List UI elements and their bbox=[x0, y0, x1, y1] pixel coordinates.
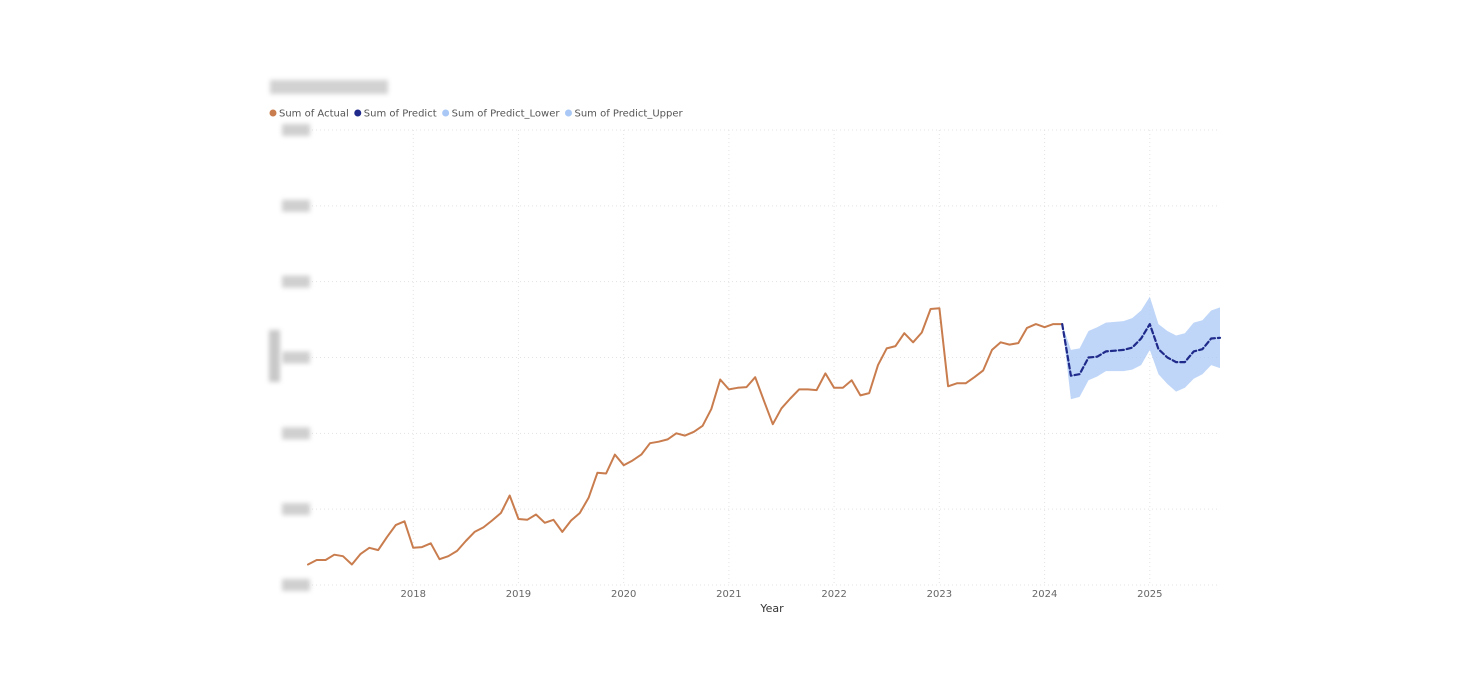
legend-item[interactable]: Sum of Predict_Lower bbox=[442, 109, 560, 120]
series-line-predict bbox=[1061, 323, 1222, 377]
y-tick-label-redacted bbox=[282, 124, 310, 136]
legend-item[interactable]: Sum of Predict_Upper bbox=[564, 109, 684, 120]
series-lines bbox=[307, 307, 1222, 566]
x-axis-title: Year bbox=[759, 602, 784, 615]
y-tick-label-redacted bbox=[282, 579, 310, 591]
legend-item[interactable]: Sum of Actual bbox=[269, 109, 349, 120]
x-tick-label: 2023 bbox=[927, 589, 952, 600]
redacted-y-axis-title bbox=[269, 330, 280, 382]
legend-item[interactable]: Sum of Predict bbox=[354, 109, 437, 120]
x-tick-label: 2019 bbox=[506, 589, 531, 600]
redacted-title bbox=[270, 80, 388, 94]
y-tick-label-redacted bbox=[282, 275, 310, 288]
legend-marker-icon bbox=[564, 109, 572, 117]
legend-marker-icon bbox=[442, 109, 450, 117]
legend-label: Sum of Predict_Upper bbox=[574, 109, 683, 120]
legend: Sum of Actual Sum of Predict Sum of Predic… bbox=[269, 109, 684, 120]
x-tick-label: 2018 bbox=[401, 589, 426, 600]
y-tick-label-redacted bbox=[282, 199, 310, 212]
forecast-confidence-band bbox=[1062, 296, 1220, 400]
y-tick-label-redacted bbox=[282, 427, 310, 440]
legend-marker-icon bbox=[269, 109, 277, 117]
y-axis-ticks bbox=[282, 124, 310, 591]
legend-marker-icon bbox=[354, 109, 362, 117]
x-tick-label: 2022 bbox=[821, 589, 846, 600]
series-line-actual bbox=[307, 307, 1064, 566]
legend-label: Sum of Predict bbox=[364, 109, 437, 120]
forecast-band bbox=[1062, 296, 1220, 400]
x-tick-label: 2020 bbox=[611, 589, 636, 600]
x-tick-label: 2024 bbox=[1032, 589, 1057, 600]
x-axis-ticks: 2018 2019 2020 2021 2022 2023 2024 2025 bbox=[401, 589, 1163, 600]
legend-label: Sum of Actual bbox=[279, 109, 349, 120]
x-tick-label: 2025 bbox=[1137, 589, 1162, 600]
x-tick-label: 2021 bbox=[716, 589, 741, 600]
y-tick-label-redacted bbox=[282, 503, 310, 516]
grid bbox=[308, 129, 1220, 586]
legend-label: Sum of Predict_Lower bbox=[452, 109, 561, 120]
y-tick-label-redacted bbox=[282, 351, 310, 364]
